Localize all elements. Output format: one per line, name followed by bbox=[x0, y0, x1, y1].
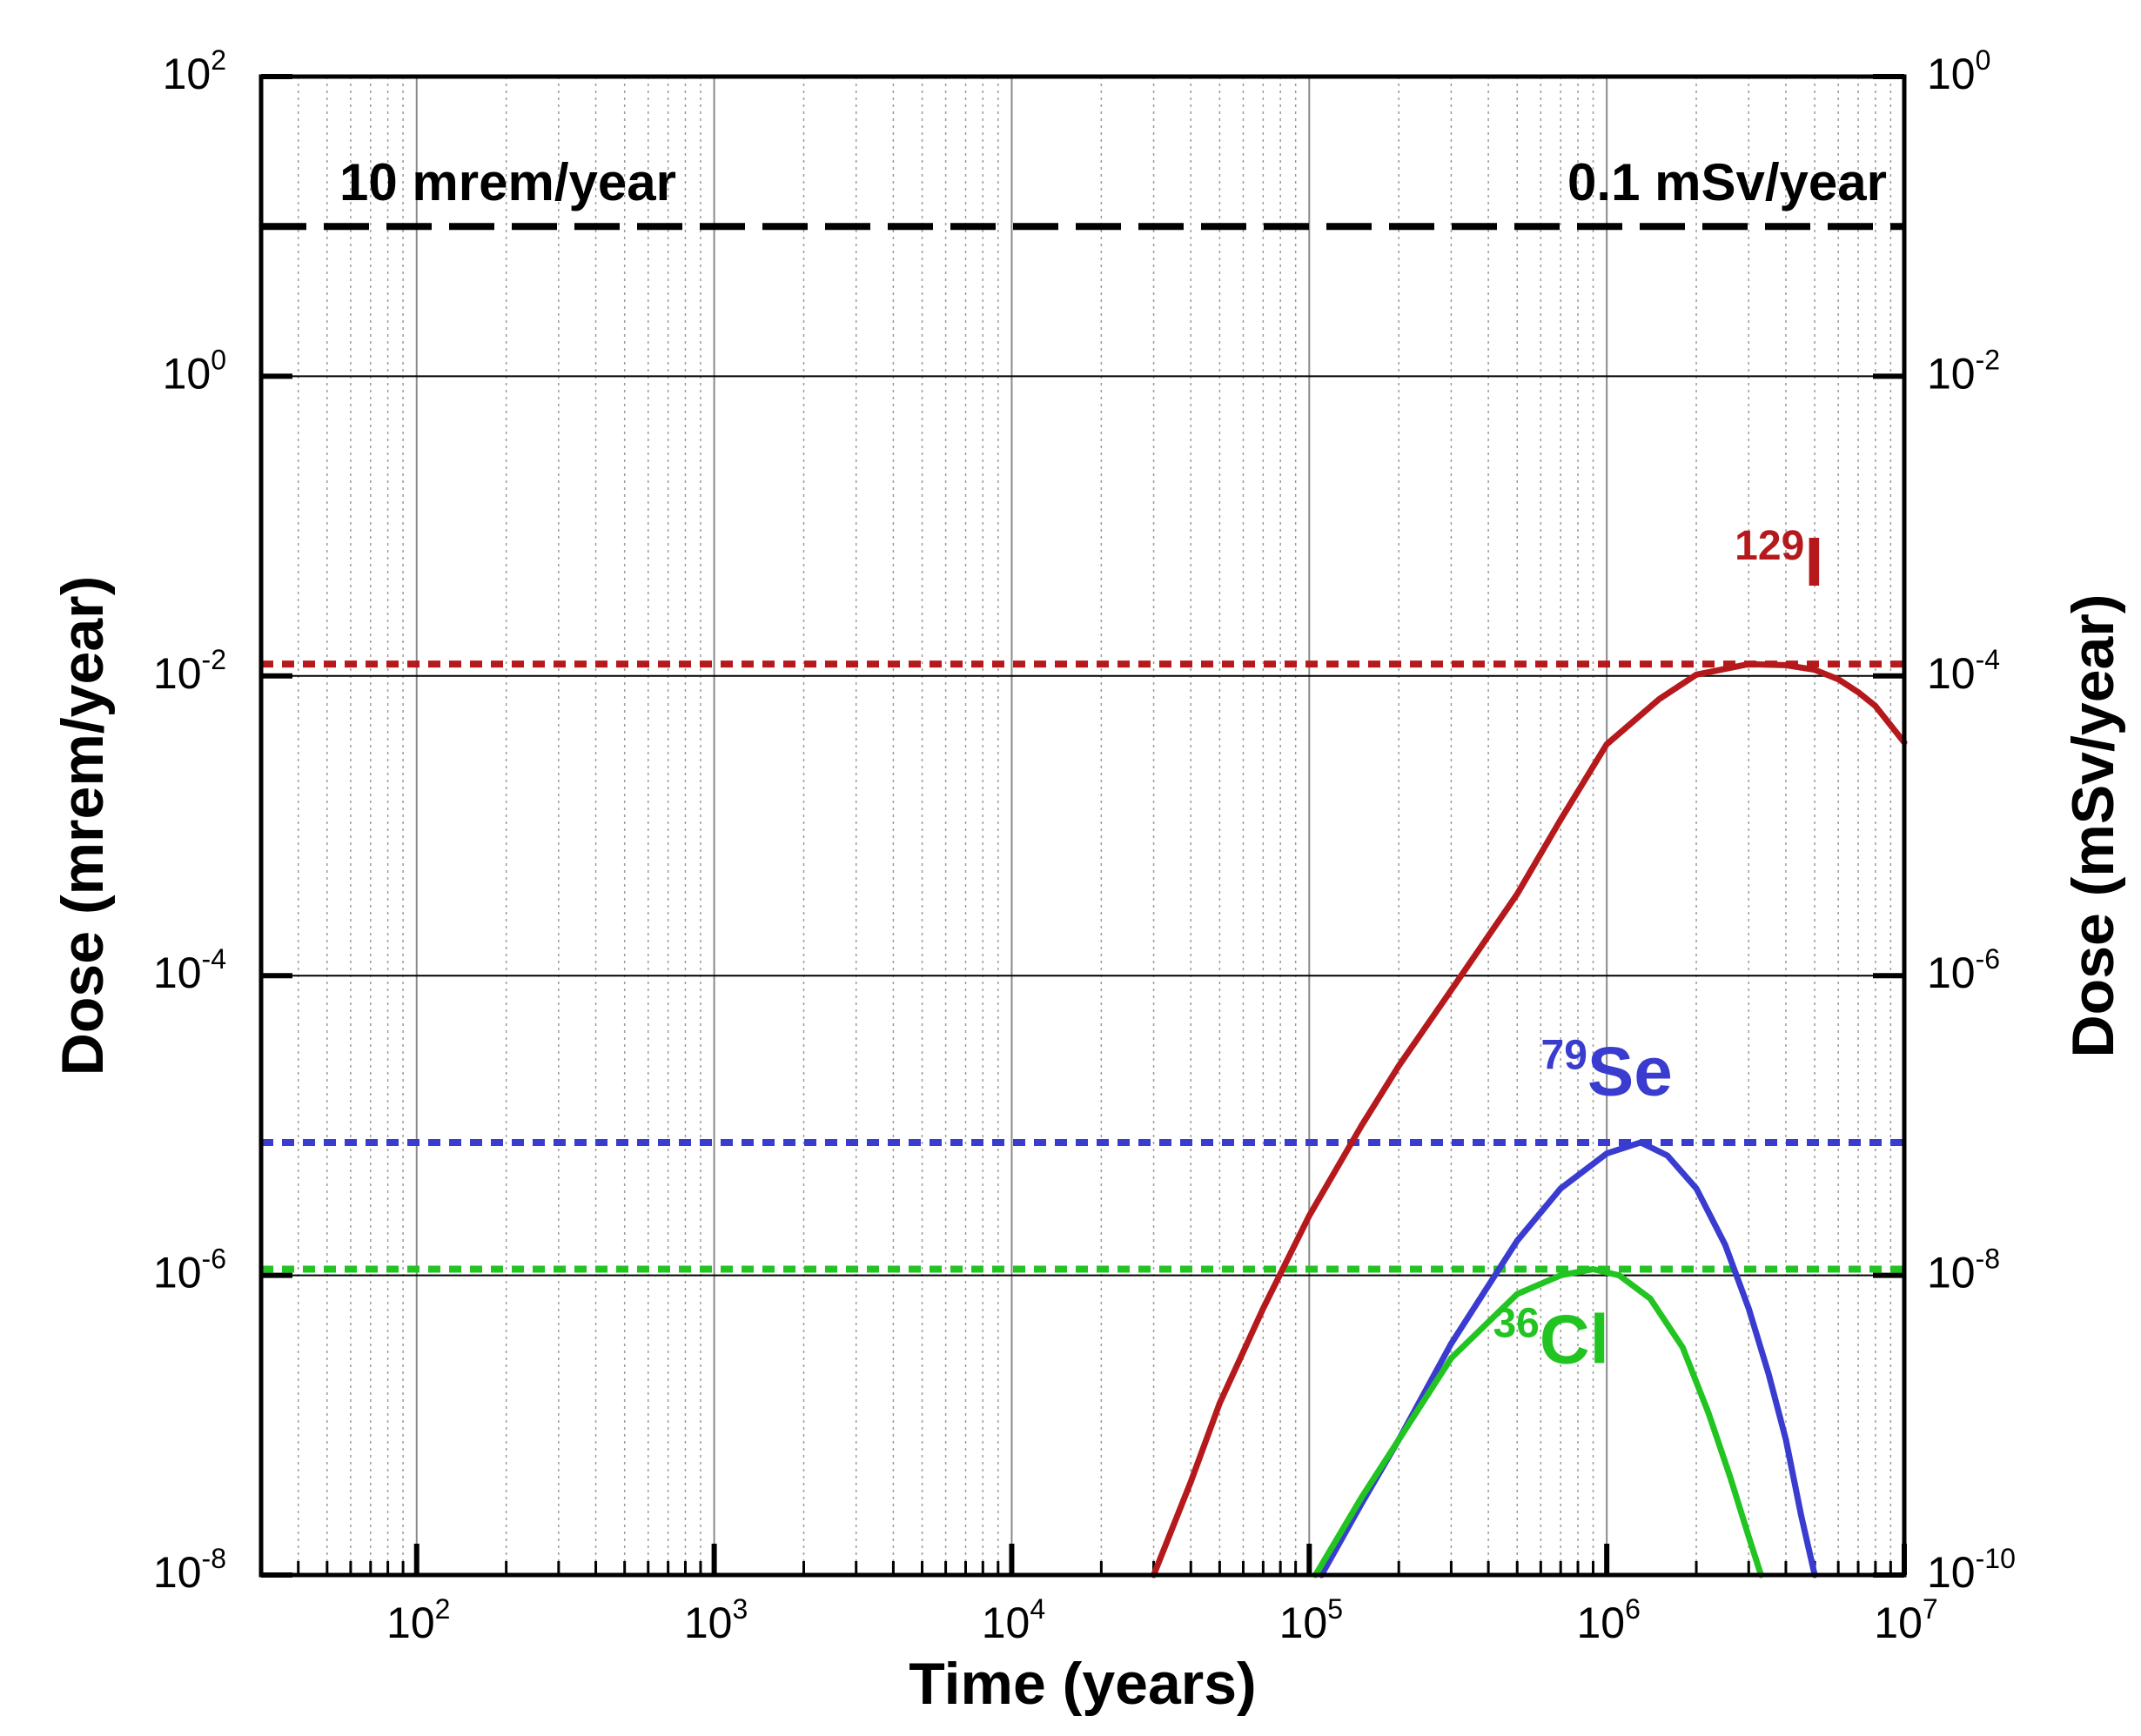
x-tick-label: 106 bbox=[1576, 1593, 1640, 1647]
y2-tick-label: 10-10 bbox=[1927, 1543, 2016, 1597]
i129-label: 129I bbox=[1735, 523, 1823, 600]
y2-tick-label: 10-4 bbox=[1927, 644, 2000, 698]
y2-tick-label: 10-2 bbox=[1927, 344, 2000, 398]
se79-label: 79Se bbox=[1541, 1032, 1673, 1109]
y2-axis-title: Dose (mSv/year) bbox=[2060, 594, 2126, 1058]
y-tick-label: 10-8 bbox=[153, 1543, 226, 1597]
plot-frame bbox=[258, 74, 1907, 1578]
y-tick-label: 100 bbox=[163, 344, 226, 398]
y2-tick-label: 10-8 bbox=[1927, 1243, 2000, 1297]
y2-tick-label: 10-6 bbox=[1927, 943, 2000, 997]
x-tick-label: 102 bbox=[386, 1593, 450, 1647]
series-129I-line bbox=[1151, 660, 1908, 1578]
series-79Se-line bbox=[1318, 1139, 1818, 1578]
x-tick-label: 103 bbox=[684, 1593, 748, 1647]
y-tick-label: 10-2 bbox=[153, 644, 226, 698]
data-series bbox=[1151, 660, 1908, 1578]
cl36-label: 36Cl bbox=[1493, 1300, 1608, 1377]
y2-tick-labels: 100 10-2 10-4 10-6 10-8 10-10 bbox=[1927, 44, 2016, 1597]
axis-ticks bbox=[259, 74, 1907, 1578]
limit-label-mrem: 10 mrem/year bbox=[339, 153, 676, 211]
nuclide-annotations: 129I 79Se 36Cl bbox=[1493, 523, 1823, 1377]
y-tick-label: 10-6 bbox=[153, 1243, 226, 1297]
y-tick-labels: 102 100 10-2 10-4 10-6 10-8 bbox=[153, 44, 226, 1597]
x-tick-label: 104 bbox=[982, 1593, 1045, 1647]
y-tick-label: 102 bbox=[163, 44, 226, 98]
reference-lines bbox=[261, 223, 1904, 1273]
x-tick-labels: 102 103 104 105 106 107 bbox=[386, 1593, 1938, 1647]
y-tick-label: 10-4 bbox=[153, 943, 226, 997]
y2-tick-label: 100 bbox=[1927, 44, 1990, 98]
y-axis-title: Dose (mrem/year) bbox=[50, 576, 116, 1076]
limit-label-msv: 0.1 mSv/year bbox=[1567, 153, 1887, 211]
series-36Cl-line bbox=[1312, 1266, 1764, 1578]
x-axis-title: Time (years) bbox=[909, 1651, 1256, 1717]
x-tick-label: 105 bbox=[1279, 1593, 1343, 1647]
x-tick-label: 107 bbox=[1874, 1593, 1937, 1647]
